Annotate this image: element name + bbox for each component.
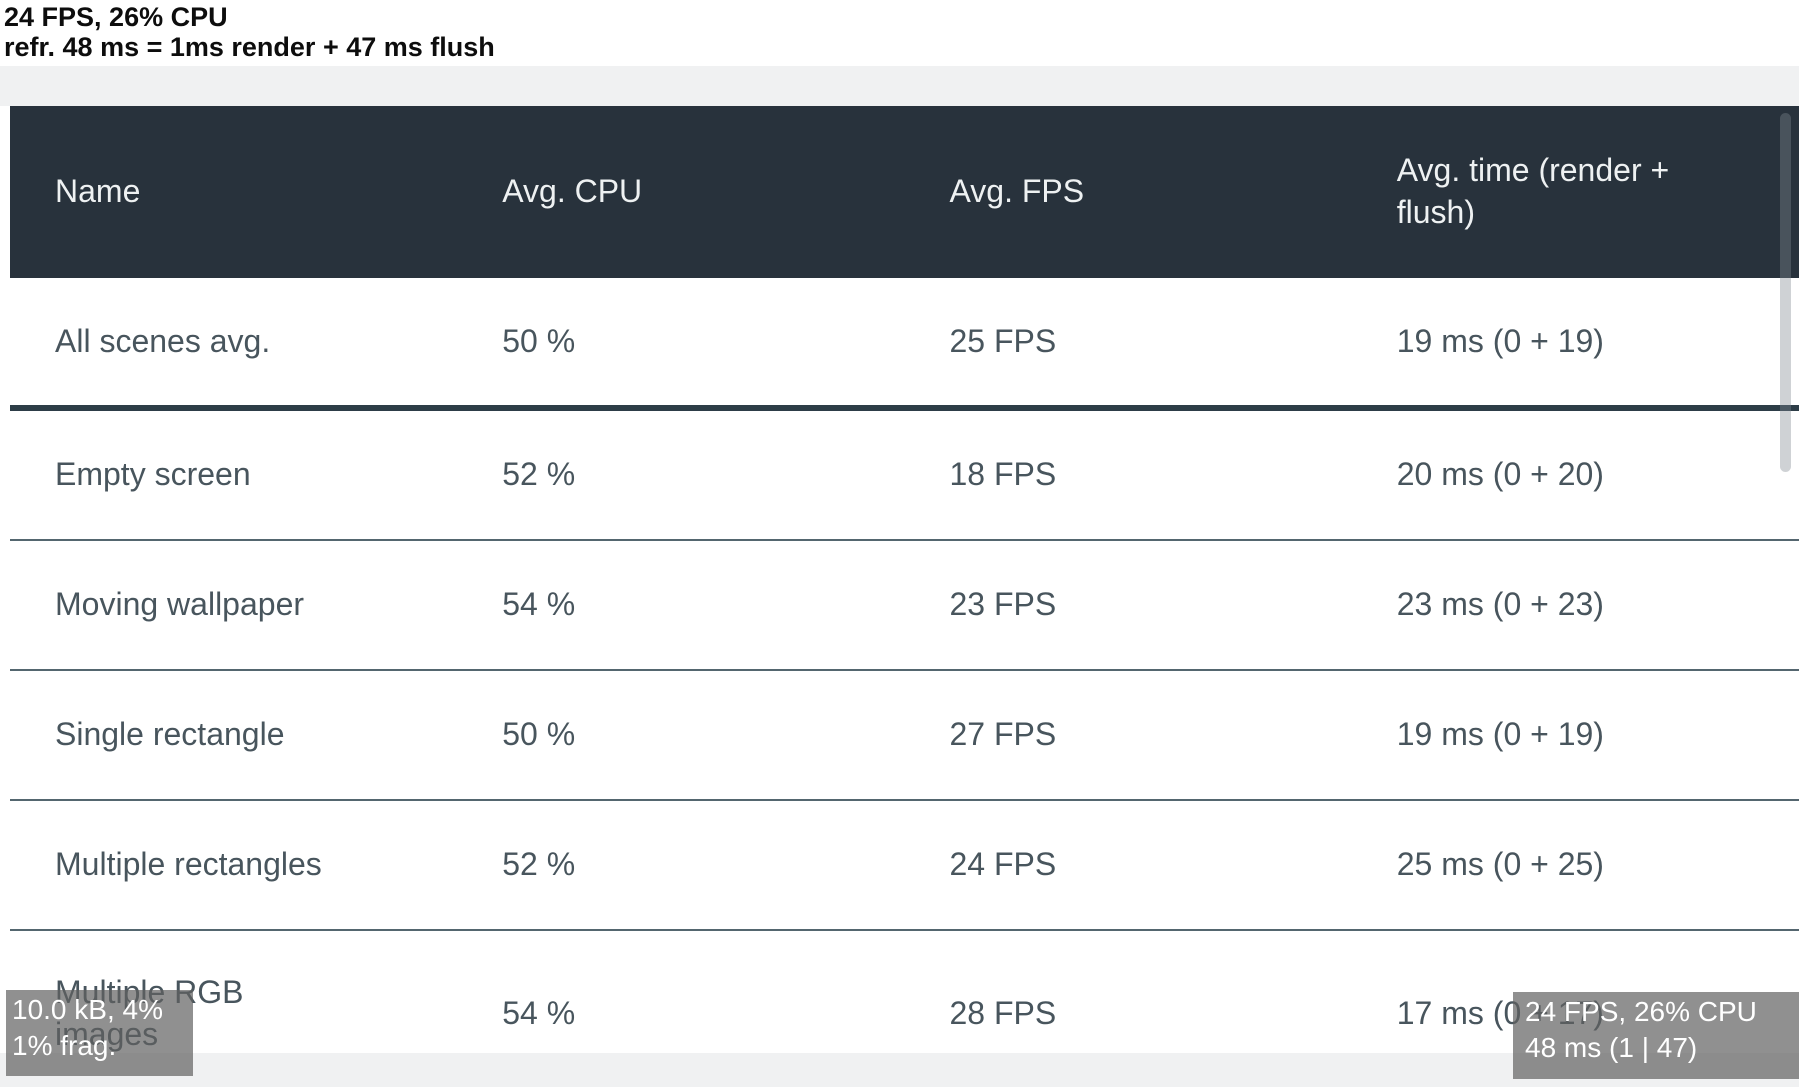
memory-usage-text: 10.0 kB, 4% — [12, 994, 163, 1025]
column-header-avg-fps: Avg. FPS — [949, 173, 1085, 210]
cell-scene-name: Moving wallpaper — [55, 586, 305, 623]
cell-avg-time: 19 ms (0 + 19) — [1396, 716, 1604, 753]
table-row[interactable]: Empty screen 52 % 18 FPS 20 ms (0 + 20) — [10, 411, 1799, 541]
cell-avg-fps: 23 FPS — [949, 586, 1057, 623]
memory-frag-text: 1% frag. — [12, 1030, 117, 1061]
cell-avg-cpu: 52 % — [502, 456, 576, 493]
scrollbar-thumb[interactable] — [1780, 113, 1791, 472]
cell-scene-name: All scenes avg. — [55, 322, 271, 359]
perf-top-line2: refr. 48 ms = 1ms render + 47 ms flush — [4, 32, 495, 62]
cell-avg-fps: 27 FPS — [949, 716, 1057, 753]
table-row[interactable]: Multiple rectangles 52 % 24 FPS 25 ms (0… — [10, 801, 1799, 931]
cell-avg-cpu: 50 % — [502, 716, 576, 753]
perf-bottom-line2: 48 ms (1 | 47) — [1525, 1032, 1698, 1063]
cell-avg-cpu: 50 % — [502, 322, 576, 359]
cell-avg-fps: 25 FPS — [949, 322, 1057, 359]
cell-scene-name: Single rectangle — [55, 716, 285, 753]
cell-avg-fps: 28 FPS — [949, 994, 1057, 1031]
cell-avg-cpu: 52 % — [502, 846, 576, 883]
cell-avg-time: 19 ms (0 + 19) — [1396, 322, 1604, 359]
cell-avg-cpu: 54 % — [502, 586, 576, 623]
memory-monitor-overlay: 10.0 kB, 4% 1% frag. — [6, 990, 193, 1076]
page-top-band — [0, 66, 1799, 106]
cell-avg-fps: 24 FPS — [949, 846, 1057, 883]
cell-scene-name: Empty screen — [55, 456, 251, 493]
table-header-row: Name Avg. CPU Avg. FPS Avg. time (render… — [10, 106, 1799, 278]
table-body: All scenes avg. 50 % 25 FPS 19 ms (0 + 1… — [10, 278, 1799, 1053]
table-row[interactable]: All scenes avg. 50 % 25 FPS 19 ms (0 + 1… — [10, 278, 1799, 411]
cell-avg-time: 25 ms (0 + 25) — [1396, 846, 1604, 883]
column-header-avg-cpu: Avg. CPU — [502, 173, 643, 210]
cell-avg-time: 23 ms (0 + 23) — [1396, 586, 1604, 623]
cell-avg-fps: 18 FPS — [949, 456, 1057, 493]
perf-monitor-top: 24 FPS, 26% CPU refr. 48 ms = 1ms render… — [4, 2, 495, 62]
cell-avg-time: 20 ms (0 + 20) — [1396, 456, 1604, 493]
column-header-name: Name — [55, 173, 141, 210]
perf-bottom-line1: 24 FPS, 26% CPU — [1525, 996, 1757, 1027]
cell-scene-name: Multiple rectangles — [55, 846, 322, 883]
cell-avg-cpu: 54 % — [502, 994, 576, 1031]
column-header-avg-time: Avg. time (render + flush) — [1396, 152, 1670, 230]
page-bottom-band — [0, 1053, 1799, 1087]
table-row[interactable]: Single rectangle 50 % 27 FPS 19 ms (0 + … — [10, 671, 1799, 801]
perf-monitor-bottom-overlay: 24 FPS, 26% CPU 48 ms (1 | 47) — [1513, 992, 1799, 1079]
perf-top-line1: 24 FPS, 26% CPU — [4, 2, 228, 32]
benchmark-table[interactable]: Name Avg. CPU Avg. FPS Avg. time (render… — [10, 106, 1799, 1053]
table-row[interactable]: Moving wallpaper 54 % 23 FPS 23 ms (0 + … — [10, 541, 1799, 671]
